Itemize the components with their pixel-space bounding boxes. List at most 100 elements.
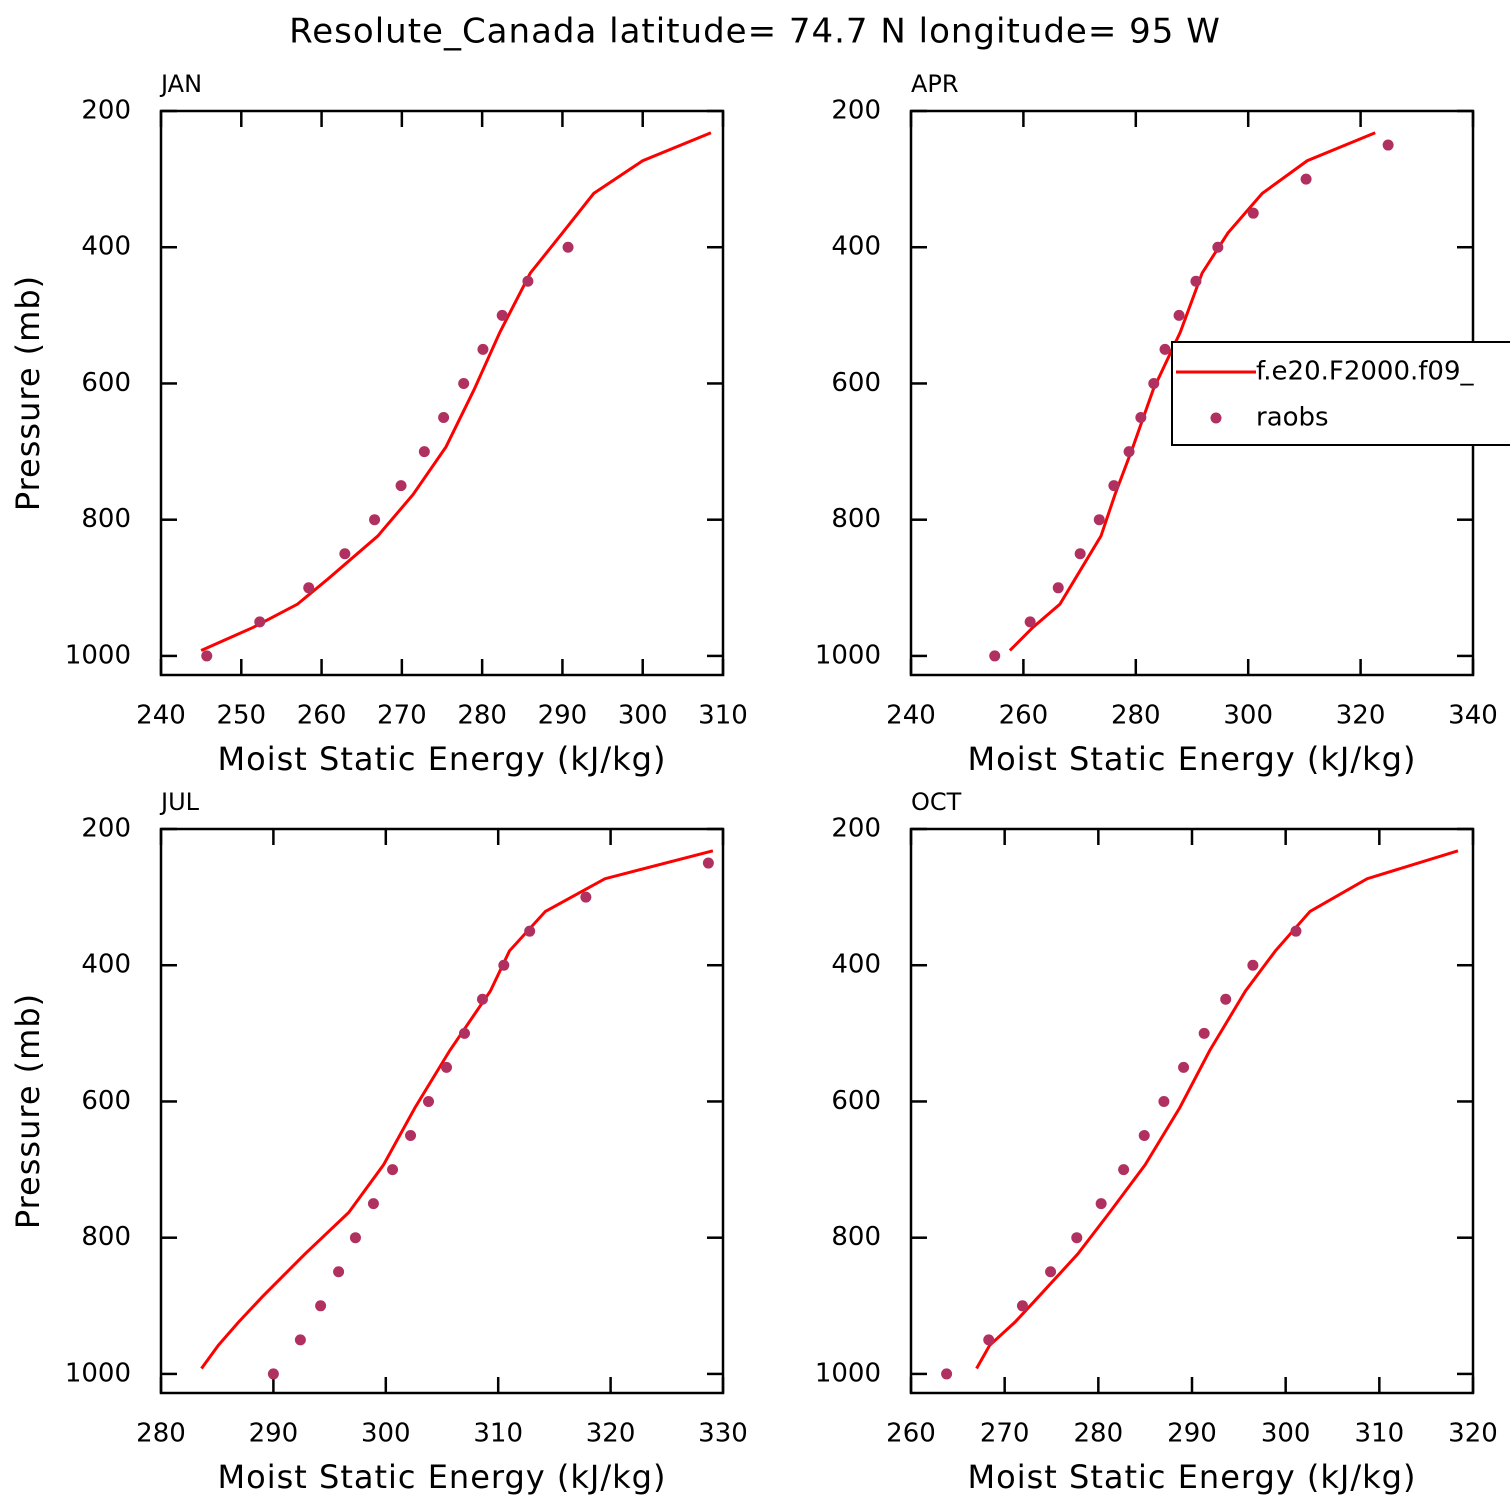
obs-point	[1300, 173, 1312, 185]
obs-point	[702, 857, 714, 869]
obs-point	[294, 1334, 306, 1346]
x-axis-label: Moist Static Energy (kJ/kg)	[968, 740, 1417, 778]
obs-point	[1095, 1198, 1107, 1210]
obs-point	[1212, 241, 1224, 253]
x-tick-label: 290	[249, 1419, 299, 1449]
figure-title: Resolute_Canada latitude= 74.7 N longitu…	[289, 12, 1221, 52]
x-axis-label: Moist Static Energy (kJ/kg)	[218, 740, 667, 778]
x-tick-label: 260	[297, 701, 347, 731]
obs-point	[458, 1027, 470, 1039]
obs-point	[1045, 1266, 1057, 1278]
x-tick-label: 280	[457, 701, 507, 731]
x-tick-label: 320	[1448, 1419, 1498, 1449]
legend-label: f.e20.F2000.f09_	[1256, 357, 1474, 387]
x-tick-label: 250	[216, 701, 266, 731]
y-tick-label: 800	[831, 504, 881, 534]
y-tick-label: 1000	[815, 1358, 881, 1388]
obs-point	[1118, 1164, 1130, 1176]
panel-title: OCT	[911, 788, 962, 816]
obs-point	[1290, 925, 1302, 937]
obs-point	[1108, 480, 1120, 492]
y-tick-label: 600	[81, 368, 131, 398]
obs-point	[1016, 1300, 1028, 1312]
y-tick-label: 1000	[65, 1358, 131, 1388]
obs-point	[983, 1334, 995, 1346]
y-tick-label: 200	[81, 96, 131, 126]
x-tick-label: 270	[377, 701, 427, 731]
y-tick-label: 1000	[815, 640, 881, 670]
obs-point	[1382, 139, 1394, 151]
panel-title: JUL	[159, 788, 200, 816]
x-tick-label: 240	[136, 701, 186, 731]
x-tick-label: 300	[361, 1419, 411, 1449]
obs-point	[1024, 616, 1036, 628]
obs-point	[1148, 377, 1160, 389]
model-line	[975, 849, 1459, 1370]
obs-point	[1071, 1232, 1083, 1244]
legend-dot	[1210, 412, 1222, 424]
obs-point	[438, 412, 450, 424]
obs-point	[562, 241, 574, 253]
obs-point	[333, 1266, 345, 1278]
obs-point	[1138, 1130, 1150, 1142]
x-axis-label: Moist Static Energy (kJ/kg)	[968, 1458, 1417, 1496]
obs-point	[315, 1300, 327, 1312]
plot-frame	[909, 827, 1475, 1395]
obs-point	[1158, 1095, 1170, 1107]
panel-title: APR	[911, 70, 959, 98]
obs-point	[267, 1368, 279, 1380]
obs-point	[1074, 548, 1086, 560]
y-tick-label: 400	[81, 232, 131, 262]
x-tick-label: 320	[1336, 701, 1386, 731]
y-tick-label: 200	[81, 814, 131, 844]
obs-point	[1220, 993, 1232, 1005]
obs-point	[1093, 514, 1105, 526]
x-tick-label: 290	[538, 701, 588, 731]
panel-title: JAN	[159, 70, 202, 98]
x-tick-label: 300	[1223, 701, 1273, 731]
y-tick-label: 200	[831, 814, 881, 844]
obs-point	[524, 925, 536, 937]
obs-point	[458, 377, 470, 389]
x-tick-label: 270	[980, 1419, 1030, 1449]
obs-point	[367, 1198, 379, 1210]
x-tick-label: 240	[886, 701, 936, 731]
obs-point	[941, 1368, 953, 1380]
x-tick-label: 340	[1448, 701, 1498, 731]
obs-point	[1123, 446, 1135, 458]
y-tick-label: 400	[831, 232, 881, 262]
obs-point	[496, 309, 508, 321]
obs-point	[440, 1061, 452, 1073]
x-axis-label: Moist Static Energy (kJ/kg)	[218, 1458, 667, 1496]
y-tick-label: 1000	[65, 640, 131, 670]
obs-point	[1052, 582, 1064, 594]
obs-point	[349, 1232, 361, 1244]
obs-point	[1159, 343, 1171, 355]
y-tick-label: 400	[831, 950, 881, 980]
x-tick-label: 280	[136, 1419, 186, 1449]
legend-box	[1171, 341, 1510, 446]
y-tick-label: 200	[831, 96, 881, 126]
y-axis-label: Pressure (mb)	[9, 275, 47, 511]
y-tick-label: 600	[831, 368, 881, 398]
x-tick-label: 310	[1355, 1419, 1405, 1449]
model-line	[200, 131, 712, 652]
obs-point	[477, 343, 489, 355]
x-tick-label: 260	[886, 1419, 936, 1449]
obs-point	[1247, 959, 1259, 971]
x-tick-label: 280	[1074, 1419, 1124, 1449]
x-tick-label: 310	[473, 1419, 523, 1449]
x-tick-label: 300	[618, 701, 668, 731]
obs-point	[395, 480, 407, 492]
obs-point	[387, 1164, 399, 1176]
x-tick-label: 290	[1167, 1419, 1217, 1449]
obs-point	[1135, 412, 1147, 424]
obs-point	[423, 1095, 435, 1107]
obs-point	[1190, 275, 1202, 287]
obs-point	[989, 650, 1001, 662]
obs-point	[1247, 207, 1259, 219]
obs-point	[580, 891, 592, 903]
y-tick-label: 800	[81, 504, 131, 534]
y-tick-label: 800	[831, 1222, 881, 1252]
